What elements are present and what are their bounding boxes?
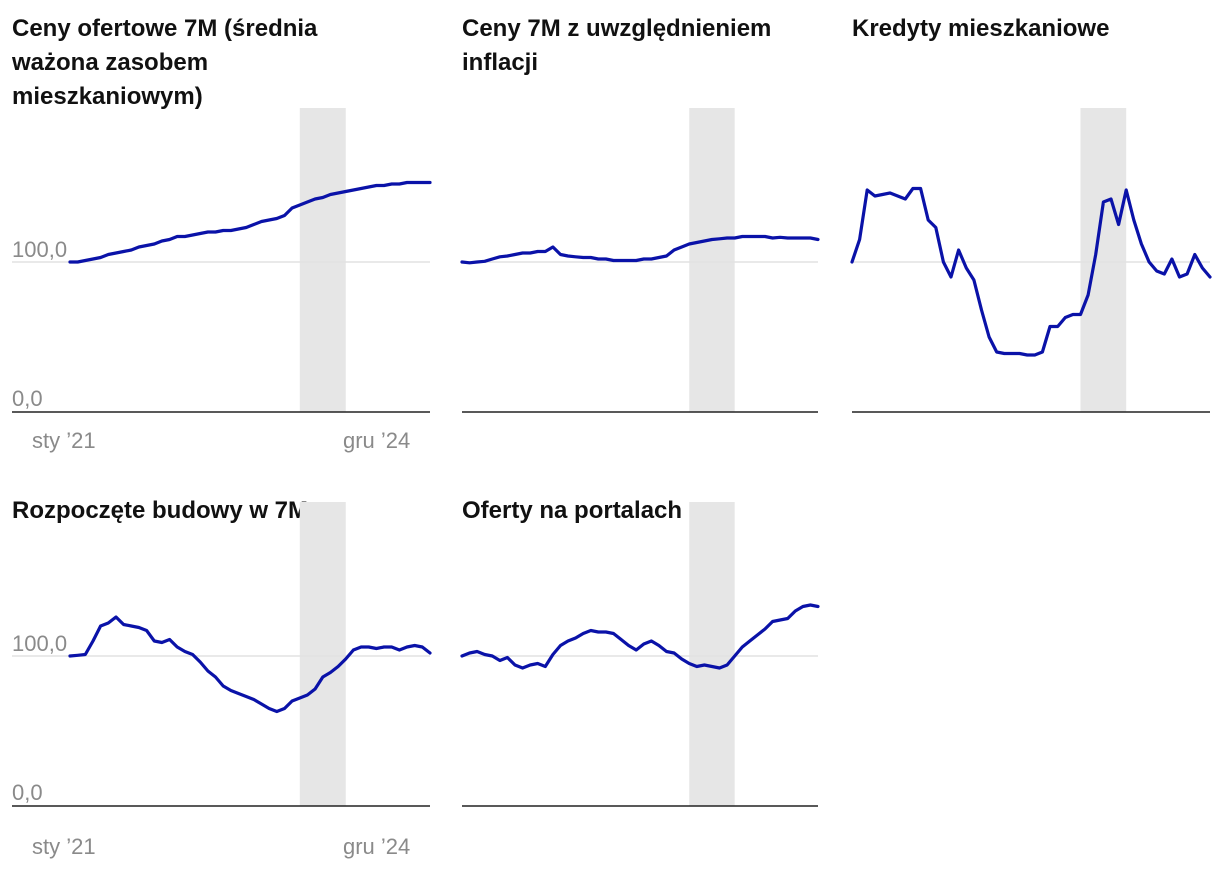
x-tick-end: gru ’24 [343,428,411,453]
chart-panel-kredyty: Kredyty mieszkaniowe [850,12,1212,472]
shaded-period [299,502,346,806]
chart-panel-ceny-ofertowe: Ceny ofertowe 7M (średnia ważona zasobem… [12,12,432,472]
series-line [460,603,820,670]
y-tick-label-100: 100,0 [12,237,67,262]
chart-title: Ceny ofertowe 7M (średnia ważona zasobem… [12,15,318,110]
line-chart-ceny-realne [460,108,820,413]
series-line [460,234,820,265]
line-chart-oferty [460,502,820,807]
series-line [68,615,432,714]
chart-panel-ceny-realne: Ceny 7M z uwzględnieniem inflacji [460,12,822,472]
line-chart-rozpoczete-budowy: 100,0 0,0 [12,502,432,807]
shaded-period [1080,108,1127,412]
chart-title: Oferty na portalach [462,497,683,524]
x-tick-start: sty ’21 [32,834,96,859]
line-chart-kredyty [850,108,1212,413]
shaded-period [689,502,735,806]
y-tick-label-0: 0,0 [12,780,43,805]
chart-title: Rozpoczęte budowy w 7M [12,497,309,524]
chart-panel-oferty-na-portalach: Oferty na portalach [460,494,822,874]
x-tick-end: gru ’24 [343,834,411,859]
chart-panel-rozpoczete-budowy: Rozpoczęte budowy w 7M 100,0 0,0 sty ’21 … [12,494,432,874]
chart-title: Kredyty mieszkaniowe [852,15,1110,42]
series-line [850,186,1212,357]
y-tick-label-0: 0,0 [12,386,43,411]
y-tick-label-100: 100,0 [12,631,67,656]
line-chart-ceny-ofertowe: 100,0 0,0 [12,108,432,413]
x-tick-start: sty ’21 [32,428,96,453]
shaded-period [299,108,346,412]
chart-title: Ceny 7M z uwzględnieniem inflacji [462,15,772,76]
shaded-period [689,108,735,412]
series-line [68,180,432,264]
